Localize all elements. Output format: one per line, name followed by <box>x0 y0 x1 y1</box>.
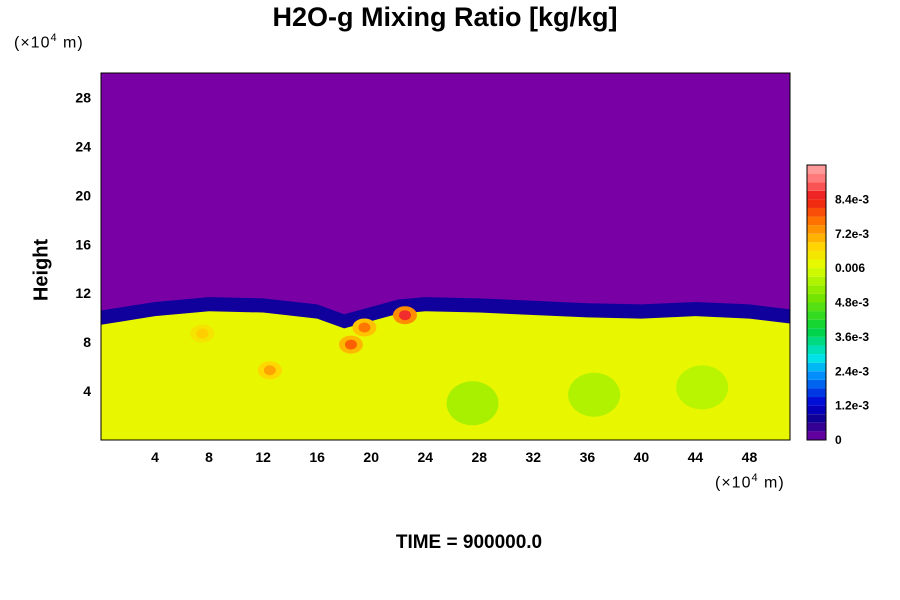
y-tick-label: 28 <box>75 89 91 105</box>
colorbar-swatch <box>807 276 826 286</box>
colorbar-swatch <box>807 250 826 260</box>
colorbar-swatch <box>807 182 826 191</box>
x-tick-label: 28 <box>471 449 487 465</box>
colorbar-swatch <box>807 259 826 269</box>
colorbar-swatch <box>807 302 826 312</box>
colorbar-tick-label: 0 <box>835 433 842 447</box>
colorbar-swatch <box>807 354 826 363</box>
colorbar-swatch <box>807 242 826 251</box>
plot-frame <box>100 72 791 441</box>
colorbar-swatch <box>807 216 826 226</box>
colorbar-swatch <box>807 311 826 320</box>
colorbar-tick-label: 0.006 <box>835 261 865 275</box>
y-tick-label: 8 <box>83 334 91 350</box>
colorbar-swatch <box>807 207 826 217</box>
colorbar-tick-label: 2.4e-3 <box>835 364 869 378</box>
colorbar-swatch <box>807 431 826 440</box>
x-unit-suffix: m) <box>758 474 785 492</box>
colorbar-tick-label: 3.6e-3 <box>835 330 869 344</box>
colorbar-swatch <box>807 414 826 423</box>
moist-patch <box>196 328 209 339</box>
colorbar: 0 1.2e-3 2.4e-3 3.6e-3 4.8e-3 0.006 7.2e-3 8.4e… <box>806 164 869 447</box>
x-unit-exponent: 4 <box>751 472 759 484</box>
x-tick-label: 12 <box>255 449 271 465</box>
moist-patch <box>398 310 411 321</box>
x-tick-label: 8 <box>205 449 213 465</box>
y-unit-prefix: (×10 <box>14 34 51 52</box>
dry-patch <box>446 381 499 426</box>
x-unit-prefix: (×10 <box>715 474 752 492</box>
x-tick-label: 4 <box>151 449 159 465</box>
colorbar-swatch <box>807 285 826 294</box>
y-tick-label: 20 <box>75 187 91 203</box>
y-unit-suffix: m) <box>57 34 84 52</box>
x-tick-label: 24 <box>417 449 433 465</box>
colorbar-swatch <box>807 190 826 200</box>
colorbar-swatch <box>807 319 826 329</box>
dry-patch <box>676 365 729 410</box>
colorbar-swatch <box>807 397 826 406</box>
x-axis-unit: (×104 m) <box>715 472 785 492</box>
colorbar-tick-label: 1.2e-3 <box>835 399 869 413</box>
y-tick-label: 4 <box>83 383 91 399</box>
time-label: TIME = 900000.0 <box>395 532 543 553</box>
y-tick-label: 16 <box>75 236 91 252</box>
colorbar-tick-label: 8.4e-3 <box>835 192 869 206</box>
colorbar-swatch <box>807 405 826 415</box>
field-layer <box>101 73 790 440</box>
colorbar-swatch <box>807 388 826 398</box>
x-tick-label: 36 <box>580 449 596 465</box>
colorbar-swatch <box>807 293 826 303</box>
x-tick-label: 32 <box>526 449 542 465</box>
colorbar-swatch <box>807 173 826 183</box>
colorbar-swatch <box>807 371 826 380</box>
colorbar-swatch <box>807 165 826 174</box>
upper-dry-layer <box>101 73 790 315</box>
moist-patch <box>344 339 357 350</box>
x-tick-label: 16 <box>309 449 325 465</box>
colorbar-swatch <box>807 233 826 243</box>
x-tick-label: 20 <box>363 449 379 465</box>
moist-patch <box>358 322 371 333</box>
y-unit-exponent: 4 <box>50 32 58 44</box>
colorbar-frame <box>806 164 827 441</box>
colorbar-swatch <box>807 379 826 389</box>
colorbar-swatch <box>807 268 826 277</box>
colorbar-tick-label: 4.8e-3 <box>835 296 869 310</box>
colorbar-swatch <box>807 199 826 208</box>
plot-area <box>101 73 790 440</box>
colorbar-tick-label: 7.2e-3 <box>835 227 869 241</box>
colorbar-swatch <box>807 336 826 346</box>
colorbar-swatch <box>807 328 826 337</box>
colorbar-swatch <box>807 362 826 372</box>
dry-patch <box>568 372 621 417</box>
x-tick-label: 40 <box>634 449 650 465</box>
x-tick-label: 44 <box>688 449 704 465</box>
colorbar-swatch <box>807 225 826 234</box>
chart-title: H2O-g Mixing Ratio [kg/kg] <box>272 2 618 32</box>
moist-patch <box>263 365 276 376</box>
x-tick-label: 48 <box>742 449 758 465</box>
y-axis-unit: (×104 m) <box>14 32 84 52</box>
colorbar-swatch <box>807 422 826 432</box>
colorbar-swatch <box>807 345 826 355</box>
y-tick-label: 12 <box>75 285 91 301</box>
y-tick-label: 24 <box>75 138 91 154</box>
